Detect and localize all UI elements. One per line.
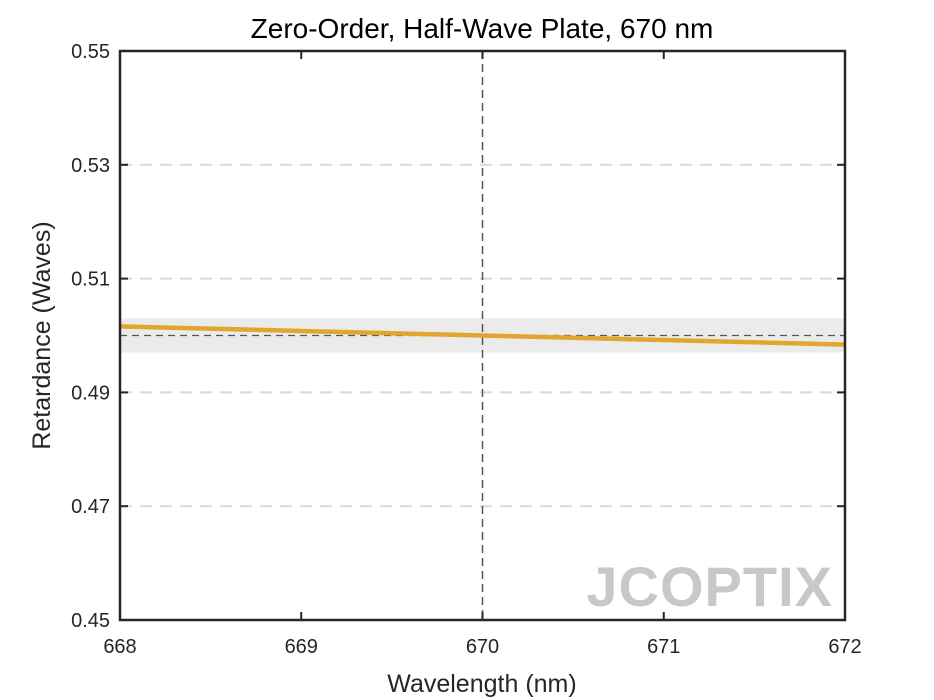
y-axis-ticks: 0.45 0.47 0.49 0.51 0.53 0.55 [71,41,845,632]
logo-text: JCOPTIX [586,555,833,618]
x-tick-label-3: 671 [647,636,680,658]
y-tick-label-0: 0.45 [71,610,110,632]
x-axis-ticks: 668 669 670 671 672 [103,51,862,658]
y-tick-label-3: 0.51 [71,269,110,291]
x-tick-label-0: 668 [103,636,136,658]
y-tick-label-5: 0.55 [71,41,110,63]
y-tick-label-1: 0.47 [71,496,110,518]
x-tick-label-4: 672 [828,636,861,658]
y-axis-label: Retardance (Waves) [28,221,56,449]
y-tick-label-4: 0.53 [71,155,110,177]
series-layer [119,324,846,347]
x-tick-label-2: 670 [466,636,499,658]
y-tick-label-2: 0.49 [71,382,110,404]
chart-title: Zero-Order, Half-Wave Plate, 670 nm [251,13,714,44]
plot-area: JCOPTIX [118,49,847,622]
jcoptix-logo: JCOPTIX [586,555,833,618]
series-line-0 [119,324,846,347]
x-axis-label: Wavelength (nm) [387,670,576,698]
x-tick-label-1: 669 [285,636,318,658]
